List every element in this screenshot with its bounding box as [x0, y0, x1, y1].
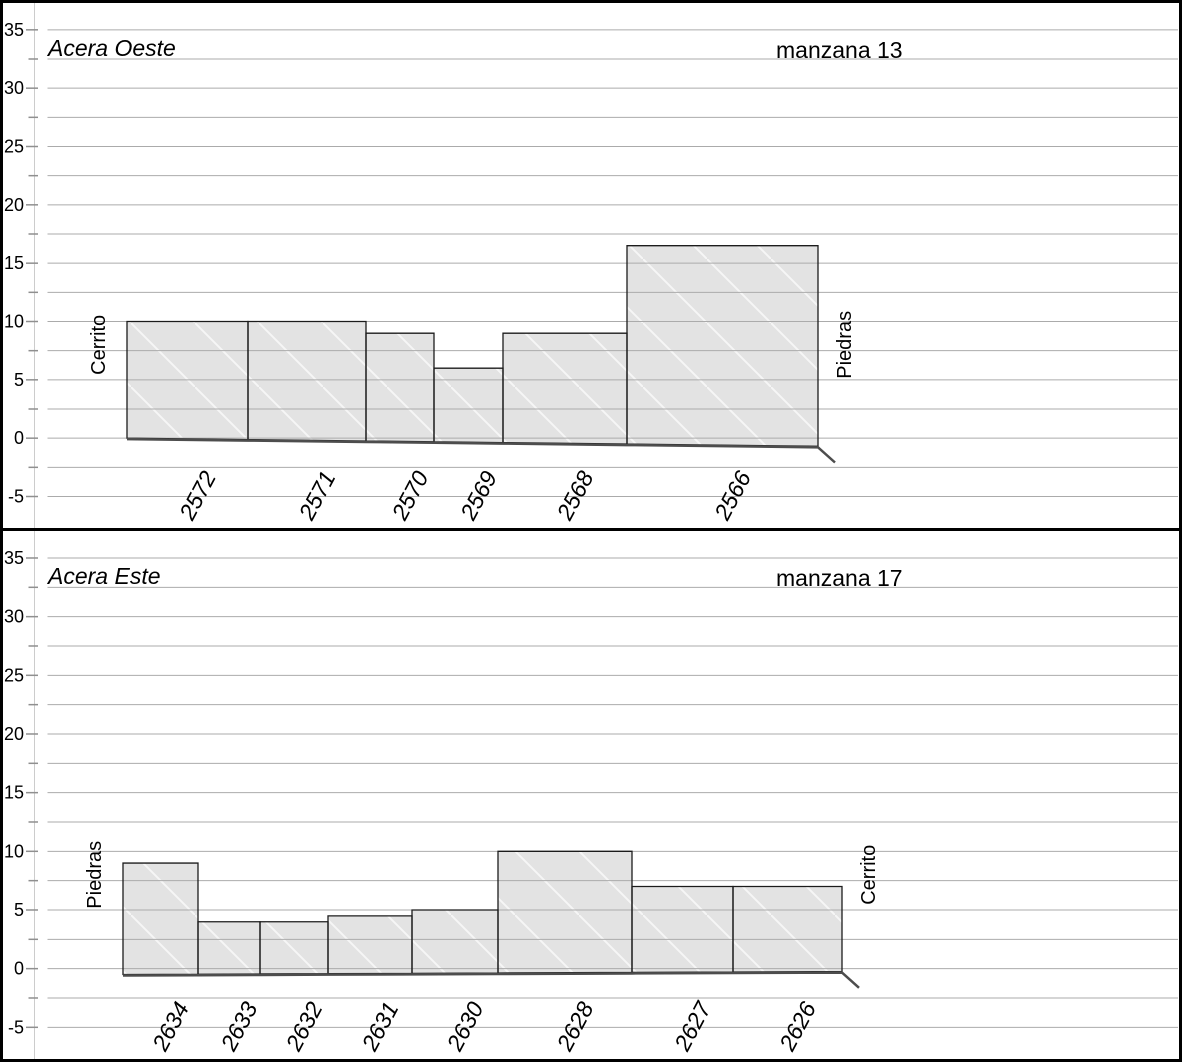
y-axis-label-5: 5: [14, 370, 24, 390]
panel-acera-este: 35 30 25 20 15 10 5 0 -5 2634 2633 2632 2631 2630 2628…: [3, 531, 1179, 1059]
bar-2569-fill: [434, 368, 503, 443]
y-axis-label-25: 25: [4, 137, 24, 157]
street-label-left-piedras: Piedras: [84, 841, 106, 909]
bar-2630-fill: [412, 909, 498, 974]
x-category-label-2631: 2631: [356, 997, 403, 1055]
y-axis-label--5: -5: [8, 487, 24, 507]
y-axis-labels: 35 30 25 20 15 10 5 0 -5: [4, 548, 24, 1037]
x-category-label-2626: 2626: [774, 997, 822, 1055]
ground-line: [126, 437, 836, 464]
y-axis-label--5: -5: [8, 1017, 24, 1037]
bar-2570-fill: [366, 333, 434, 442]
x-category-label-2632: 2632: [280, 997, 328, 1055]
block-label-manzana-17: manzana 17: [776, 565, 903, 591]
x-category-label-2572: 2572: [174, 466, 222, 524]
x-category-label-2630: 2630: [441, 997, 489, 1055]
bars-fill-layer: [123, 851, 842, 975]
panel-title-acera-oeste: Acera Oeste: [48, 35, 176, 61]
bar-2572-fill: [127, 321, 248, 440]
street-label-left-cerrito: Cerrito: [88, 315, 110, 375]
y-axis-label-35: 35: [4, 548, 24, 568]
bar-2633-fill: [198, 921, 260, 975]
x-category-labels: 2634 2633 2632 2631 2630 2628 2627 2626: [147, 996, 822, 1055]
y-axis-label-5: 5: [14, 900, 24, 920]
x-category-label-2633: 2633: [215, 997, 263, 1055]
y-axis-labels: 35 30 25 20 15 10 5 0 -5: [4, 20, 24, 507]
y-axis-label-20: 20: [4, 724, 24, 744]
block-label-manzana-13: manzana 13: [776, 37, 903, 63]
y-axis-label-30: 30: [4, 78, 24, 98]
y-axis-label-10: 10: [4, 312, 24, 332]
y-axis-label-0: 0: [14, 959, 24, 979]
x-category-label-2570: 2570: [386, 466, 434, 524]
bar-2571-fill: [248, 321, 366, 441]
x-category-label-2571: 2571: [293, 467, 340, 525]
gridlines-layer: [47, 557, 1178, 1028]
x-category-label-2566: 2566: [709, 466, 757, 524]
bar-2628-fill: [498, 851, 632, 973]
bar-2566-fill: [627, 245, 818, 447]
y-axis-label-0: 0: [14, 428, 24, 448]
bar-2627-fill: [632, 886, 733, 973]
street-label-right-cerrito: Cerrito: [858, 845, 880, 905]
y-ticks-layer: [26, 557, 38, 1029]
x-category-label-2634: 2634: [147, 997, 194, 1055]
x-category-label-2628: 2628: [551, 997, 599, 1055]
y-axis-label-10: 10: [4, 841, 24, 861]
x-category-label-2568: 2568: [551, 466, 599, 524]
panel-title-acera-este: Acera Este: [48, 563, 161, 589]
y-axis-label-30: 30: [4, 607, 24, 627]
y-axis-label-15: 15: [4, 253, 24, 273]
ground-line: [122, 971, 860, 989]
bars-fill-layer: [127, 245, 818, 447]
y-axis-label-20: 20: [4, 195, 24, 215]
y-axis-label-25: 25: [4, 665, 24, 685]
y-axis-label-35: 35: [4, 20, 24, 40]
y-axis-label-15: 15: [4, 783, 24, 803]
bar-2568-fill: [503, 333, 627, 445]
gridlines-layer: [47, 29, 1178, 497]
street-label-right-piedras: Piedras: [834, 311, 856, 379]
bar-2626-fill: [733, 886, 842, 973]
bar-2631-fill: [328, 915, 412, 974]
acera-este-chart: 35 30 25 20 15 10 5 0 -5 2634 2633 2632 2631 2630 2628…: [4, 531, 1178, 1059]
acera-oeste-chart: 35 30 25 20 15 10 5 0 -5 2572 2571 2570 2569 2568 2566…: [4, 3, 1178, 528]
panel-divider: [3, 528, 1179, 531]
bar-2632-fill: [260, 921, 328, 974]
y-ticks-layer: [26, 29, 38, 498]
x-category-label-2569: 2569: [455, 466, 503, 524]
x-category-labels: 2572 2571 2570 2569 2568 2566: [174, 466, 757, 524]
bar-2634-fill: [123, 863, 198, 975]
x-category-label-2627: 2627: [669, 996, 717, 1055]
panel-acera-oeste: 35 30 25 20 15 10 5 0 -5 2572 2571 2570 2569 2568 2566…: [3, 3, 1179, 528]
